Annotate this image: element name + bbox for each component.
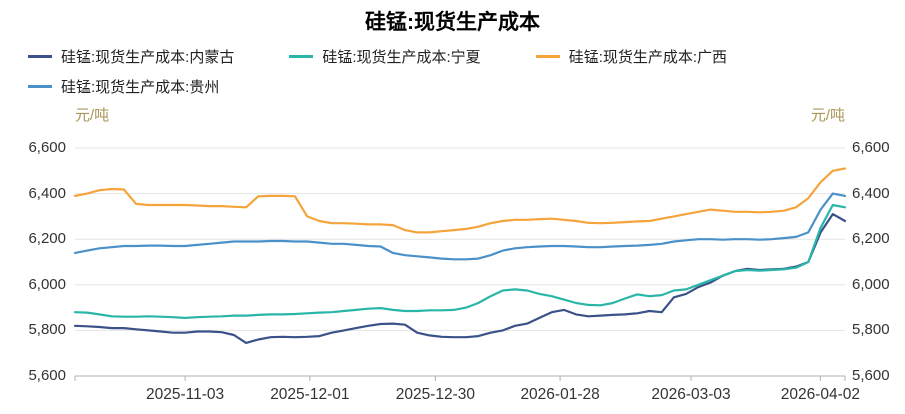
legend-label: 硅锰:现货生产成本:宁夏 (322, 49, 481, 66)
y-axis-unit-left: 元/吨 (75, 107, 110, 124)
x-axis-label: 2026-04-02 (780, 386, 860, 403)
legend-line-marker (28, 55, 52, 58)
x-axis-label: 2026-03-03 (651, 386, 731, 403)
legend-line-marker (289, 55, 314, 58)
y-axis-label-left: 6,600 (28, 139, 66, 156)
x-axis-label: 2025-12-30 (395, 386, 475, 403)
y-axis-label-left: 5,600 (28, 367, 66, 384)
legend-label: 硅锰:现货生产成本:内蒙古 (61, 49, 235, 66)
y-axis-label-left: 6,400 (28, 184, 66, 202)
series-line (73, 203, 847, 319)
y-axis-label-left: 6,200 (28, 230, 66, 248)
y-axis-label-right: 6,000 (852, 275, 890, 293)
series-line (73, 213, 847, 344)
legend-label: 硅锰:现货生产成本:贵州 (61, 79, 220, 96)
legend-label: 硅锰:现货生产成本:广西 (568, 49, 728, 66)
legend-row-1: 硅锰:现货生产成本:内蒙古 硅锰:现货生产成本:宁夏 硅锰:现货生产成本:广西 (28, 46, 727, 67)
legend-row-2: 硅锰:现货生产成本:贵州 (28, 76, 727, 97)
y-axis-label-right: 6,200 (852, 230, 890, 248)
y-axis-label-left: 6,000 (28, 275, 66, 293)
legend-line-marker (535, 55, 560, 58)
y-axis-label-right: 5,800 (852, 321, 890, 339)
series-line (73, 192, 847, 261)
y-axis-label-right: 6,600 (852, 139, 890, 156)
legend-item-guizhou[interactable]: 硅锰:现货生产成本:贵州 (28, 76, 219, 97)
legend-item-guangxi[interactable]: 硅锰:现货生产成本:广西 (535, 46, 728, 67)
x-axis-label: 2025-11-03 (146, 386, 225, 403)
y-axis-unit-right: 元/吨 (810, 107, 845, 124)
legend-item-neimenggu[interactable]: 硅锰:现货生产成本:内蒙古 (28, 46, 234, 67)
y-axis-label-right: 5,600 (852, 367, 890, 384)
x-axis-label: 2025-12-01 (270, 386, 350, 403)
legend-item-ningxia[interactable]: 硅锰:现货生产成本:宁夏 (289, 46, 481, 67)
series-line (73, 167, 847, 234)
chart-title: 硅锰:现货生产成本 (365, 11, 540, 34)
legend-line-marker (28, 85, 52, 88)
y-axis-label-right: 6,400 (852, 184, 890, 202)
x-axis-label: 2026-01-28 (520, 386, 600, 403)
legend: 硅锰:现货生产成本:内蒙古 硅锰:现货生产成本:宁夏 硅锰:现货生产成本:广西 … (28, 46, 727, 106)
y-axis-label-left: 5,800 (28, 321, 66, 339)
